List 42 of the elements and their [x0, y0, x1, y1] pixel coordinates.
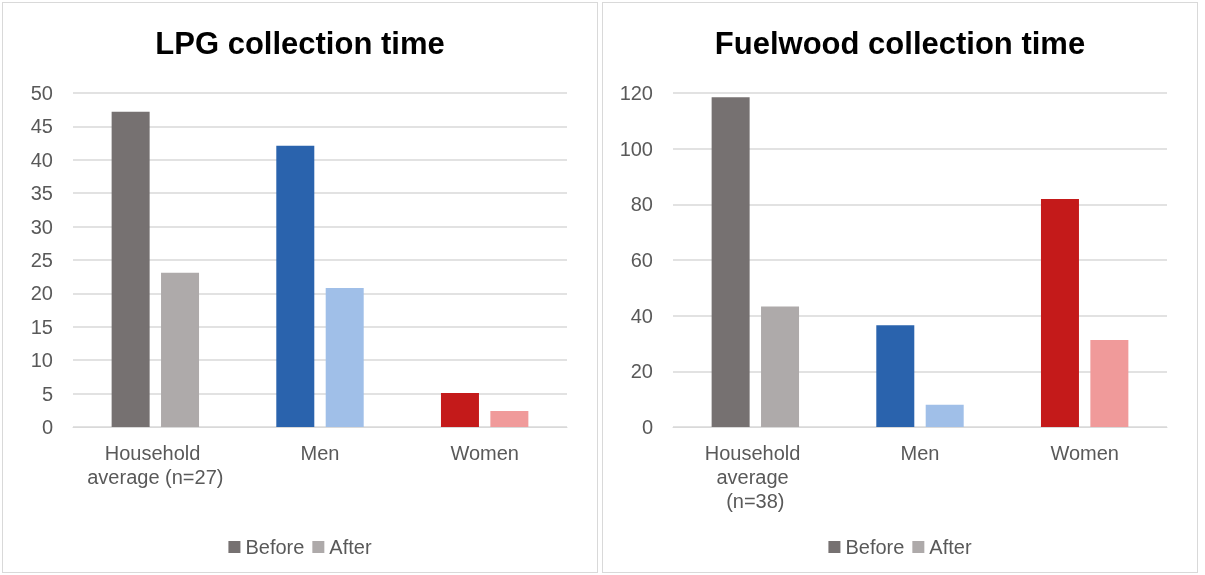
bar: [1090, 339, 1129, 427]
bar: [1040, 199, 1079, 427]
legend-label: Before: [845, 536, 905, 558]
y-tick-label: 25: [30, 249, 53, 271]
bar: [925, 404, 964, 427]
y-tick-label: 5: [41, 382, 53, 405]
bar: [161, 272, 200, 427]
chart-title: Fuelwood collection time: [714, 26, 1086, 61]
x-tick-label: Women: [1050, 442, 1119, 464]
legend-label: Before: [245, 536, 305, 558]
y-tick-label: 50: [30, 82, 53, 104]
y-tick-label: 80: [630, 193, 653, 216]
y-tick-label: 60: [630, 249, 653, 271]
bar: [711, 97, 750, 427]
x-tick-label: Men: [900, 442, 940, 464]
x-tick-label: Women: [450, 442, 519, 464]
bar: [276, 145, 315, 427]
bar: [876, 325, 915, 427]
y-tick-label: 20: [30, 282, 53, 305]
x-tick-label: Men: [300, 442, 340, 464]
y-tick-label: 40: [630, 304, 653, 327]
y-tick-label: 120: [619, 82, 653, 104]
y-tick-label: 10: [30, 349, 53, 372]
x-tick-label: Household average (n=38): [704, 442, 806, 512]
bar: [111, 111, 150, 427]
y-tick-label: 0: [641, 416, 653, 438]
y-tick-label: 100: [619, 137, 653, 160]
y-tick-label: 30: [30, 215, 53, 238]
y-tick-label: 35: [30, 182, 53, 205]
y-tick-label: 40: [30, 148, 53, 171]
bar: [490, 410, 529, 427]
bar: [325, 288, 364, 427]
y-tick-label: 0: [41, 416, 53, 438]
bar: [440, 392, 479, 427]
legend-label: After: [929, 536, 972, 558]
y-tick-label: 20: [630, 360, 653, 383]
x-tick-label: Household average (n=27): [87, 442, 224, 488]
bar: [761, 306, 800, 427]
y-tick-label: 45: [30, 115, 53, 138]
legend-label: After: [329, 536, 372, 558]
y-tick-label: 15: [30, 315, 53, 338]
chart-title: LPG collection time: [155, 26, 445, 61]
